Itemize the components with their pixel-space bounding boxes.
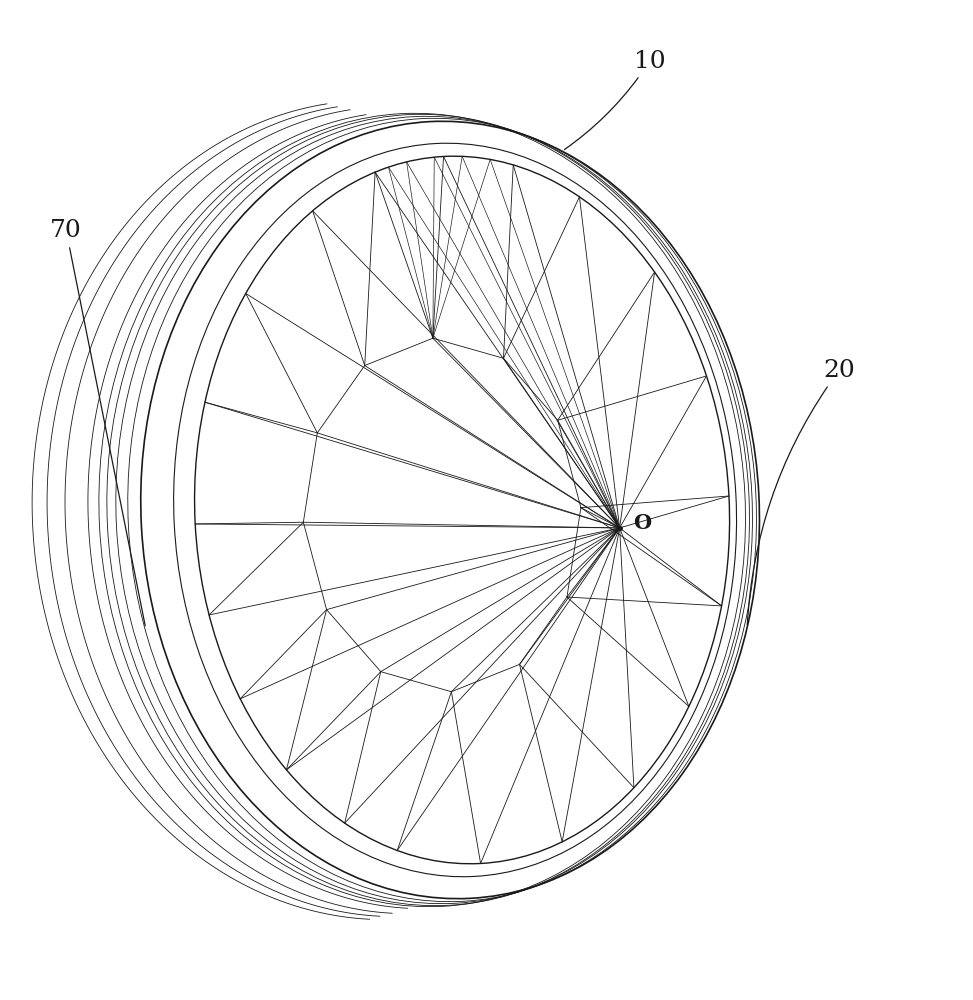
Text: 20: 20 [747, 359, 855, 625]
Text: 10: 10 [564, 50, 666, 150]
Text: 70: 70 [51, 219, 145, 626]
Text: O: O [633, 513, 652, 533]
